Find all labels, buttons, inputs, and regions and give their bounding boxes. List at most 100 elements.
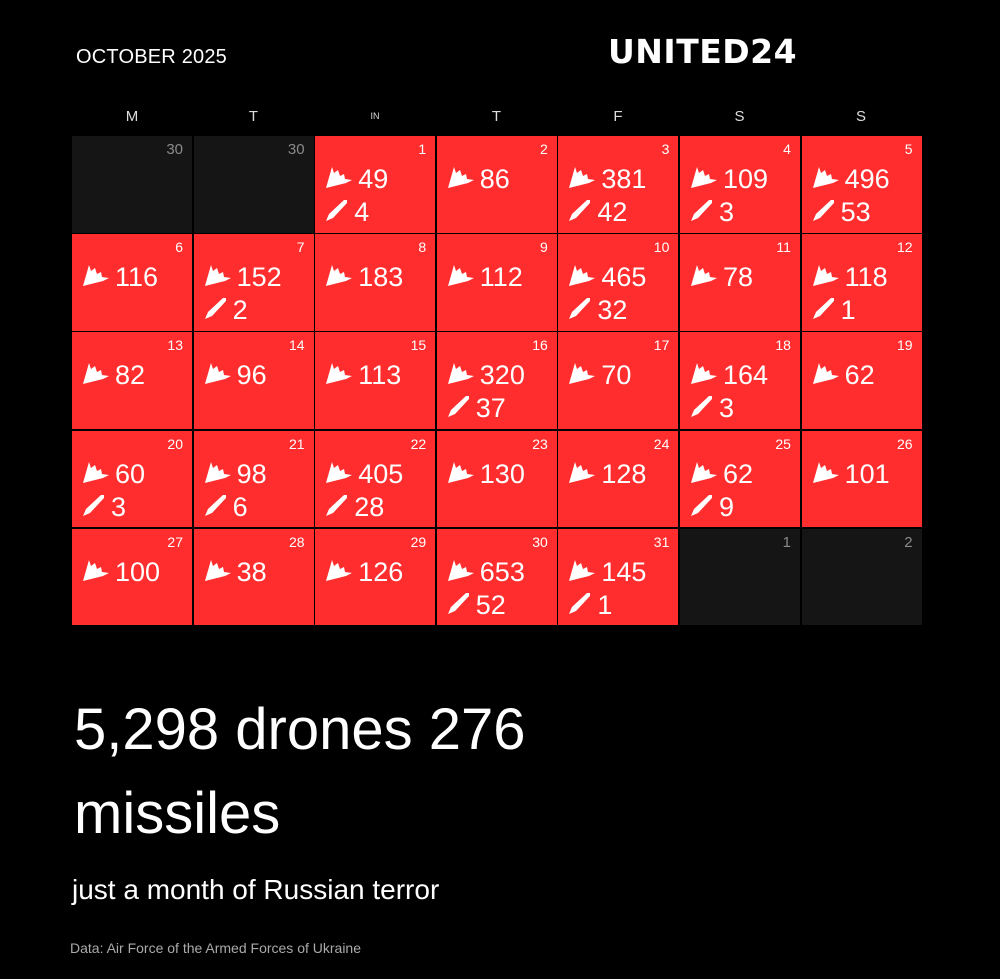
drone-icon [446, 557, 480, 588]
data-source-note: Data: Air Force of the Armed Forces of U… [70, 940, 362, 956]
drone-count: 70 [601, 360, 632, 391]
day-number: 24 [653, 435, 670, 452]
drone-icon [567, 557, 601, 588]
calendar-day-outside-month: 30 [193, 136, 314, 233]
calendar-day: 14 96 [193, 332, 314, 429]
missile-icon [446, 590, 476, 621]
weekday-label: IN [370, 111, 380, 121]
weekday-label: S [734, 108, 745, 125]
day-number: 20 [167, 435, 183, 452]
drone-count-row: 653 [446, 557, 525, 588]
drone-count: 653 [479, 556, 525, 587]
drone-count-row: 86 [446, 164, 510, 195]
calendar-day: 12 118 1 [801, 234, 922, 331]
calendar-day: 28 38 [193, 528, 314, 626]
missile-count: 52 [475, 589, 506, 620]
missile-icon [689, 393, 719, 424]
missile-count: 6 [232, 491, 248, 522]
drone-icon [689, 262, 723, 293]
drone-count-row: 126 [324, 557, 403, 588]
drone-count-row: 381 [567, 164, 646, 195]
drone-count: 86 [479, 164, 510, 194]
drone-count-row: 62 [811, 360, 875, 391]
calendar-day: 18 164 3 [679, 332, 800, 429]
drone-icon [81, 459, 115, 490]
day-number: 1 [418, 141, 427, 157]
calendar-day: 29 126 [315, 528, 436, 626]
calendar-day: 31 145 1 [558, 528, 679, 626]
missile-count-row: 42 [567, 197, 627, 228]
drone-count-row: 152 [203, 262, 282, 293]
day-number: 29 [410, 533, 427, 550]
missile-count: 3 [718, 197, 734, 227]
missile-count: 2 [232, 295, 248, 326]
drone-icon [446, 360, 480, 391]
calendar-day: 8 183 [315, 234, 436, 331]
day-number: 19 [896, 337, 913, 354]
missile-count-row: 37 [446, 393, 506, 424]
missile-icon [324, 197, 354, 228]
drone-count-row: 183 [324, 262, 403, 293]
drone-count-row: 70 [567, 360, 631, 391]
weekday-label: M [125, 108, 139, 125]
day-number: 15 [410, 337, 427, 354]
drone-count: 38 [236, 556, 267, 587]
missile-count-row: 9 [689, 492, 734, 523]
missile-count-row: 52 [446, 590, 506, 621]
day-number: 30 [166, 141, 183, 158]
calendar-day: 20 60 3 [72, 430, 192, 528]
missile-icon [81, 492, 111, 523]
summary-headline: 5,298 drones 276 missiles [74, 697, 526, 846]
drone-icon [567, 164, 601, 195]
calendar-day: 26 101 [801, 430, 922, 528]
day-number: 4 [783, 141, 791, 157]
missile-count: 4 [354, 197, 370, 227]
drone-icon [81, 262, 115, 293]
missile-count-row: 4 [324, 197, 369, 228]
missile-count: 53 [840, 197, 871, 227]
day-number: 25 [775, 435, 791, 452]
drone-icon [446, 262, 480, 293]
calendar-day: 16 320 37 [436, 332, 557, 429]
calendar-day: 1 49 4 [315, 136, 436, 233]
drone-icon [446, 164, 480, 195]
drone-icon [689, 164, 723, 195]
drone-count: 320 [479, 360, 525, 391]
missile-count-row: 53 [811, 197, 871, 228]
drone-count: 126 [358, 556, 404, 587]
drone-count-row: 320 [446, 360, 525, 391]
day-number: 23 [532, 435, 548, 452]
day-number: 2 [904, 533, 913, 551]
calendar-day: 17 70 [558, 332, 679, 429]
drone-count-row: 113 [324, 360, 401, 391]
drone-count: 152 [236, 262, 282, 293]
calendar-day: 25 62 9 [679, 430, 800, 528]
drone-icon [567, 459, 601, 490]
day-number: 31 [653, 533, 670, 550]
drone-count-row: 116 [81, 262, 158, 293]
drone-icon [811, 164, 845, 195]
drone-count: 98 [236, 458, 267, 489]
day-number: 11 [776, 239, 791, 256]
day-number: 28 [289, 533, 305, 550]
missile-count-row: 32 [567, 295, 627, 326]
drone-icon [324, 164, 358, 195]
missile-count-row: 1 [811, 295, 856, 326]
drone-count: 49 [358, 164, 389, 194]
missile-icon [446, 393, 476, 424]
drone-icon [567, 262, 601, 293]
drone-icon [81, 557, 115, 588]
day-number: 7 [296, 239, 305, 256]
day-number: 26 [896, 435, 913, 452]
missile-icon [811, 197, 841, 228]
day-number: 27 [167, 533, 183, 550]
drone-count: 118 [844, 262, 888, 293]
missile-count: 3 [718, 393, 734, 424]
missile-icon [689, 492, 719, 523]
drone-count-row: 496 [811, 164, 890, 195]
weekday-header: M T IN T F S S [72, 108, 920, 125]
drone-icon [689, 459, 723, 490]
missile-icon [203, 295, 233, 326]
drone-icon [324, 360, 358, 391]
missile-count-row: 3 [81, 492, 126, 523]
